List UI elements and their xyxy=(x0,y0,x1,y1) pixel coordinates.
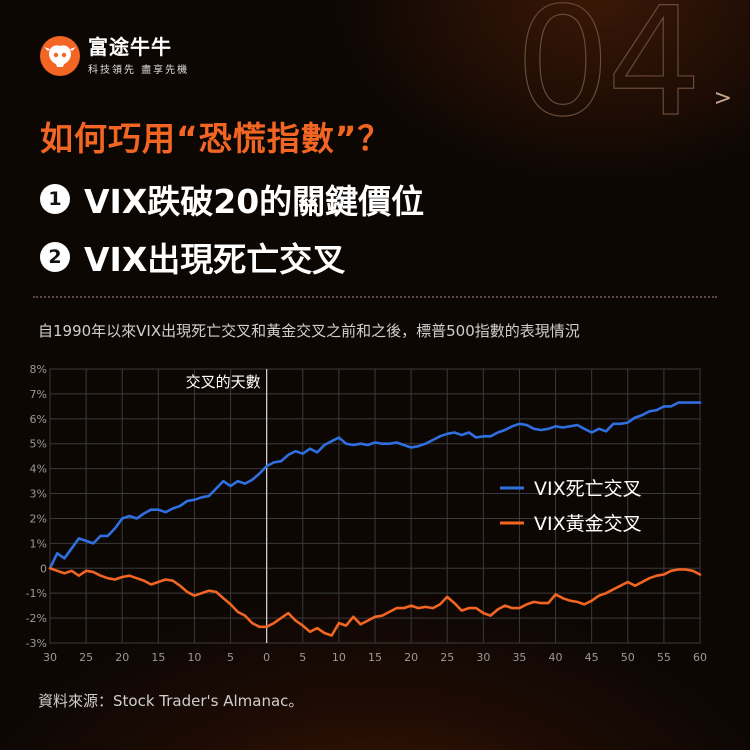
brand-name: 富途牛牛 xyxy=(88,35,172,59)
x-tick-label: 5 xyxy=(227,651,234,664)
x-tick-label: 5 xyxy=(299,651,306,664)
chart-subtitle: 自1990年以來VIX出現死亡交叉和黃金交叉之前和之後，標普500指數的表現情況 xyxy=(38,322,580,340)
x-tick-label: 30 xyxy=(476,651,490,664)
x-tick-label: 15 xyxy=(368,651,382,664)
y-tick-label: -2% xyxy=(26,612,47,625)
page-title: 如何巧用“恐慌指數”？ xyxy=(40,119,392,158)
x-tick-label: 40 xyxy=(549,651,563,664)
chart-legend: VIX死亡交叉 VIX黃金交叉 xyxy=(500,478,642,535)
x-tick-label: 10 xyxy=(332,651,346,664)
x-tick-label: 35 xyxy=(512,651,526,664)
legend-label: VIX死亡交叉 xyxy=(534,478,642,500)
brand: 富途牛牛 科技領先 盡享先機 xyxy=(40,36,189,76)
y-tick-label: -3% xyxy=(26,637,47,650)
y-axis-ticks: 8% 7% 6% 5% 4% 3% 2% 1% 0 -1% -2% -3% xyxy=(26,363,47,650)
x-tick-label: 25 xyxy=(79,651,93,664)
chart-series xyxy=(48,401,702,637)
x-tick-label: 10 xyxy=(187,651,201,664)
episode-number: 04 xyxy=(515,0,703,150)
point-text: VIX出現死亡交叉 xyxy=(84,240,346,279)
y-tick-label: 5% xyxy=(30,438,47,451)
point-item: 2 VIX出現死亡交叉 xyxy=(40,233,345,281)
legend-label: VIX黃金交叉 xyxy=(534,513,642,535)
x-tick-label: 25 xyxy=(440,651,454,664)
brand-slogan: 科技領先 盡享先機 xyxy=(88,65,190,76)
point-item: 1 VIX跌破20的關鍵價位 xyxy=(40,175,424,223)
x-tick-label: 20 xyxy=(404,651,418,664)
y-tick-label: 7% xyxy=(30,388,47,401)
x-tick-label: 45 xyxy=(585,651,599,664)
x-tick-label: 0 xyxy=(263,651,270,664)
chart-grid xyxy=(49,368,701,644)
y-tick-label: 3% xyxy=(30,488,47,501)
series-line-golden-cross xyxy=(48,567,702,637)
dotted-divider xyxy=(33,296,717,298)
x-tick-label: 15 xyxy=(151,651,165,664)
series-line-death-cross xyxy=(48,401,702,570)
point-number-badge: 1 xyxy=(40,184,70,214)
futu-bull-logo-icon xyxy=(40,36,80,76)
chevron-right-icon: > xyxy=(713,86,732,111)
y-tick-label: 4% xyxy=(30,463,47,476)
cross-days-annotation: 交叉的天數 xyxy=(186,373,261,391)
data-source: 資料來源：Stock Trader's Almanac。 xyxy=(38,692,304,710)
y-tick-label: 6% xyxy=(30,413,47,426)
x-tick-label: 50 xyxy=(621,651,635,664)
y-tick-label: 8% xyxy=(30,363,47,376)
x-tick-label: 55 xyxy=(657,651,671,664)
y-tick-label: 2% xyxy=(30,512,47,525)
y-tick-label: 0 xyxy=(40,562,47,575)
y-tick-label: -1% xyxy=(26,587,47,600)
point-text: VIX跌破20的關鍵價位 xyxy=(84,182,425,221)
y-tick-label: 1% xyxy=(30,537,47,550)
x-tick-label: 60 xyxy=(693,651,707,664)
x-axis-ticks: 30 25 20 15 10 5 0 5 10 15 20 25 30 35 40 45 50 55 60 xyxy=(43,651,707,664)
x-tick-label: 20 xyxy=(115,651,129,664)
x-tick-label: 30 xyxy=(43,651,57,664)
point-number-badge: 2 xyxy=(40,242,70,272)
